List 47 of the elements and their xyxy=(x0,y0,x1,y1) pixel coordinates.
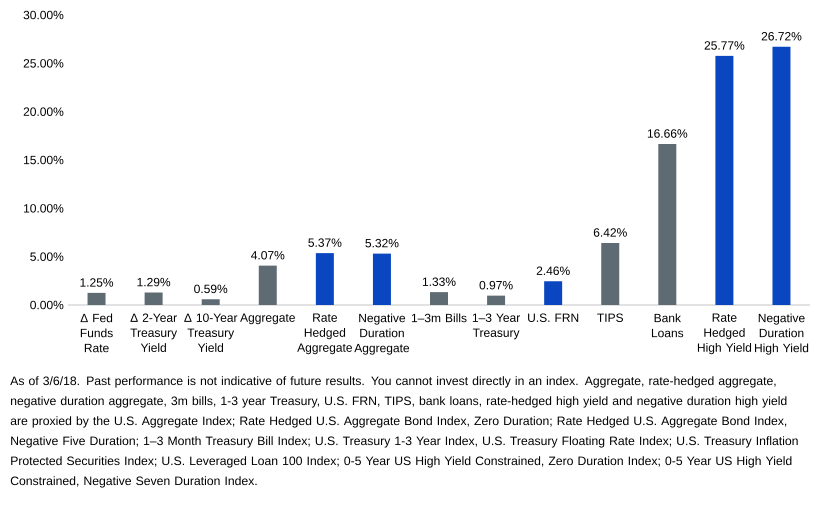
x-tick-label: Δ 10-Year Treasury Yield xyxy=(184,313,238,352)
y-tick-label: 20.00% xyxy=(24,107,64,116)
bar xyxy=(372,254,391,306)
bar xyxy=(772,46,790,306)
x-tick-label: U.S. FRN xyxy=(528,313,578,322)
data-label: 0.59% xyxy=(194,284,228,294)
text: As of 3/6/18. Past performance is not indicative of future results. You cannot invest directly in an index. Aggregate, rate-hedged aggregate, negative duration aggregate, 3m bills, 1-3 year Treasury, U.S. FRN, TIPS, bank loans, rate-hedged high yield and negative duration high yield are proxied by the U.S. Aggregate Index; Rate Hedged U.S. Aggregate Bond Index, Zero Duration; Rate Hedged U.S. Aggregate Bond Index, Negative Five Duration; 1–3 Month Treasury Bill Index; U.S. Treasury 1-3 Year Index, U.S. Treasury Floating Rate Index; U.S. Treasury Inflation Protected Securities Index; U.S. Leveraged Loan 100 Index; 0-5 Year US High Yield Constrained, Zero Duration Index; 0-5 Year US High Yield Constrained, Negative Seven Duration Index. xyxy=(10,376,798,488)
x-tick-label: Negative Duration High Yield xyxy=(754,313,808,355)
bar xyxy=(658,144,676,306)
bar xyxy=(544,281,562,306)
bar xyxy=(88,292,106,306)
bar xyxy=(316,253,334,306)
data-label: 2.46% xyxy=(536,266,570,276)
data-label: 4.07% xyxy=(251,250,284,260)
data-label: 26.72% xyxy=(762,32,802,41)
bar xyxy=(487,296,506,306)
bar xyxy=(715,56,734,306)
data-label: 6.42% xyxy=(594,228,627,237)
data-label: 16.66% xyxy=(648,129,688,138)
bar xyxy=(258,266,277,306)
data-label: 25.77% xyxy=(704,41,744,50)
y-tick-label: 10.00% xyxy=(24,204,64,213)
y-tick-label: 0.00% xyxy=(30,300,64,310)
bar xyxy=(144,292,163,306)
x-tick-label: Δ 2-Year Treasury Yield xyxy=(130,313,178,352)
bar xyxy=(430,292,448,306)
y-tick-label: 30.00% xyxy=(24,10,64,20)
y-tick-label: 5.00% xyxy=(30,252,64,261)
x-tick-label: 1–3 Year Treasury xyxy=(472,313,520,340)
y-tick-label: 25.00% xyxy=(24,59,64,68)
x-tick-label: Δ Fed Funds Rate xyxy=(80,313,113,352)
x-tick-label: Rate Hedged High Yield xyxy=(698,313,752,354)
data-label: 1.29% xyxy=(138,278,170,286)
data-label: 0.97% xyxy=(480,280,513,290)
data-label: 1.33% xyxy=(422,277,456,286)
data-label: 5.37% xyxy=(308,238,342,247)
x-tick-label: Rate Hedged Aggregate xyxy=(297,313,352,354)
bar xyxy=(202,299,220,306)
x-tick-label: Bank Loans xyxy=(652,313,684,338)
data-label: 1.25% xyxy=(80,278,114,287)
x-tick-label: Aggregate xyxy=(240,313,295,324)
x-tick-label: TIPS xyxy=(597,313,624,322)
x-tick-label: Negative Duration Aggregate xyxy=(354,313,410,355)
data-label: 5.32% xyxy=(365,238,399,248)
x-tick-label: 1–3m Bills xyxy=(412,313,467,322)
y-tick-label: 15.00% xyxy=(24,156,64,164)
bar xyxy=(601,242,620,306)
